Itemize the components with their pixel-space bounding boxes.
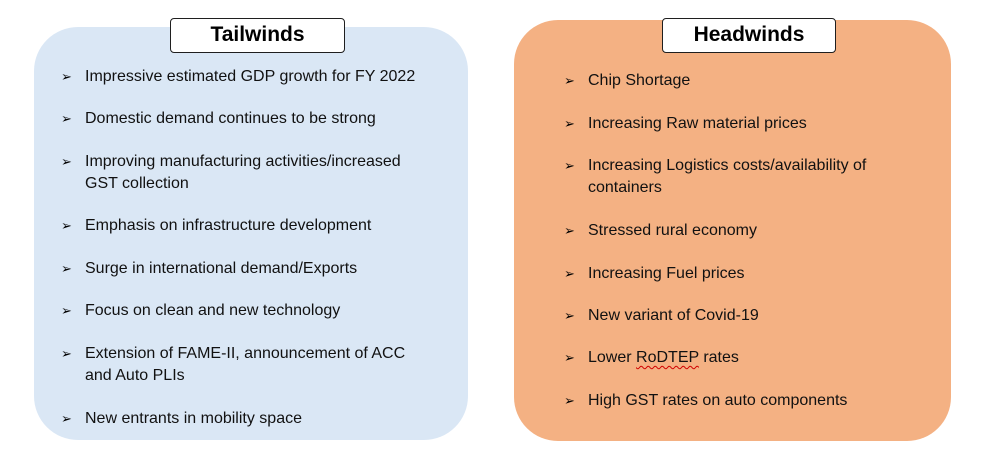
headwinds-item-text: Lower RoDTEP rates xyxy=(588,347,739,369)
tailwinds-item-line: Improving manufacturing activities/incre… xyxy=(85,153,401,170)
tailwinds-title: Tailwinds xyxy=(170,18,345,53)
arrow-bullet-icon: ➢ xyxy=(564,266,575,281)
tailwinds-item-line: and Auto PLIs xyxy=(85,367,185,384)
headwinds-item-line: Increasing Raw material prices xyxy=(588,115,807,132)
tailwinds-item-line: Surge in international demand/Exports xyxy=(85,260,358,277)
arrow-bullet-icon: ➢ xyxy=(61,411,72,426)
tailwinds-item-line: GST collection xyxy=(85,175,189,192)
arrow-bullet-icon: ➢ xyxy=(564,223,575,238)
tailwinds-item-line: New entrants in mobility space xyxy=(85,410,302,427)
headwinds-item-text: Increasing Fuel prices xyxy=(588,263,745,285)
arrow-bullet-icon: ➢ xyxy=(61,303,72,318)
tailwinds-item-line: Domestic demand continues to be strong xyxy=(85,110,376,127)
tailwinds-panel xyxy=(34,27,468,440)
arrow-bullet-icon: ➢ xyxy=(61,261,72,276)
tailwinds-item-text: Impressive estimated GDP growth for FY 2… xyxy=(85,66,415,88)
tailwinds-item-text: Improving manufacturing activities/incre… xyxy=(85,151,401,195)
headwinds-item-text: Increasing Raw material prices xyxy=(588,113,807,135)
arrow-bullet-icon: ➢ xyxy=(61,218,72,233)
tailwinds-item-line: Emphasis on infrastructure development xyxy=(85,217,372,234)
headwinds-item-text: Chip Shortage xyxy=(588,70,690,92)
headwinds-item-line: containers xyxy=(588,179,662,196)
tailwinds-item-text: Extension of FAME-II, announcement of AC… xyxy=(85,343,405,387)
headwinds-item-line: High GST rates on auto components xyxy=(588,392,848,409)
headwinds-item-line: Chip Shortage xyxy=(588,72,691,89)
tailwinds-item-line: Focus on clean and new technology xyxy=(85,302,341,319)
headwinds-item-line: Increasing Logistics costs/availability … xyxy=(588,157,867,174)
tailwinds-item-text: New entrants in mobility space xyxy=(85,408,302,430)
headwinds-item-line: Increasing Fuel prices xyxy=(588,265,745,282)
headwinds-item-line: New variant of Covid-19 xyxy=(588,307,759,324)
headwinds-panel xyxy=(514,20,951,441)
headwinds-item-text: High GST rates on auto components xyxy=(588,390,847,412)
arrow-bullet-icon: ➢ xyxy=(564,350,575,365)
tailwinds-item-line: Extension of FAME-II, announcement of AC… xyxy=(85,345,406,362)
arrow-bullet-icon: ➢ xyxy=(61,69,72,84)
headwinds-item-text: Increasing Logistics costs/availability … xyxy=(588,155,866,199)
arrow-bullet-icon: ➢ xyxy=(564,158,575,173)
tailwinds-item-text: Focus on clean and new technology xyxy=(85,300,340,322)
headwinds-item-text: Stressed rural economy xyxy=(588,220,757,242)
arrow-bullet-icon: ➢ xyxy=(61,154,72,169)
headwinds-title: Headwinds xyxy=(662,18,836,53)
arrow-bullet-icon: ➢ xyxy=(564,116,575,131)
arrow-bullet-icon: ➢ xyxy=(564,308,575,323)
tailwinds-item-text: Surge in international demand/Exports xyxy=(85,258,357,280)
arrow-bullet-icon: ➢ xyxy=(61,346,72,361)
arrow-bullet-icon: ➢ xyxy=(564,73,575,88)
tailwinds-item-text: Domestic demand continues to be strong xyxy=(85,108,376,130)
headwinds-item-line: Stressed rural economy xyxy=(588,222,757,239)
tailwinds-item-line: Impressive estimated GDP growth for FY 2… xyxy=(85,68,416,85)
arrow-bullet-icon: ➢ xyxy=(564,393,575,408)
headwinds-item-line: Lower RoDTEP rates xyxy=(588,349,739,366)
tailwinds-item-text: Emphasis on infrastructure development xyxy=(85,215,371,237)
headwinds-item-text: New variant of Covid-19 xyxy=(588,305,759,327)
arrow-bullet-icon: ➢ xyxy=(61,111,72,126)
